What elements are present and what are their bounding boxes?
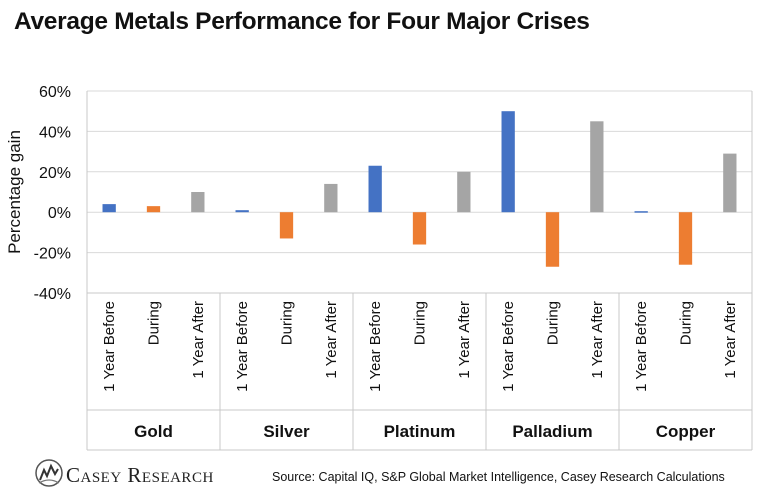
casey-research-logo-icon [35, 459, 63, 487]
source-note: Source: Capital IQ, S&P Global Market In… [272, 470, 725, 484]
category-tick-label: 1 Year Before [101, 301, 118, 392]
group-label: Copper [656, 422, 716, 441]
category-tick-label: 1 Year After [456, 301, 473, 379]
group-label: Silver [263, 422, 310, 441]
category-tick-label: During [545, 301, 562, 345]
bar-chart: -40% -20% 0% 20% 40% 60% Percentage gain 1 Year… [5, 84, 753, 451]
group-label: Platinum [384, 422, 456, 441]
category-tick-label: During [146, 301, 163, 345]
group-label: Gold [134, 422, 173, 441]
category-tick-label: During [279, 301, 296, 345]
y-axis-title: Percentage gain [5, 130, 24, 254]
y-tick-label: -40% [34, 286, 71, 303]
category-tick-label: 1 Year Before [367, 301, 384, 392]
category-tick-label: 1 Year After [323, 301, 340, 379]
bar-platinum-1 [412, 212, 427, 245]
y-tick-label: 60% [39, 84, 71, 101]
bar-silver-1 [279, 212, 294, 239]
category-tick-label: 1 Year After [589, 301, 606, 379]
bar-gold-1 [146, 206, 161, 213]
category-tick-label: 1 Year Before [234, 301, 251, 392]
bar-gold-2 [191, 192, 205, 213]
category-tick-label: During [678, 301, 695, 345]
category-tick-label: 1 Year Before [500, 301, 517, 392]
y-tick-label: 20% [39, 165, 71, 182]
group-label: Palladium [512, 422, 592, 441]
bar-palladium-1 [545, 212, 560, 267]
y-tick-label: 0% [48, 205, 71, 222]
y-tick-label: -20% [34, 246, 71, 263]
bar-palladium-2 [590, 121, 604, 213]
logo-text: Casey Research [66, 463, 214, 487]
category-tick-label: During [412, 301, 429, 345]
bar-platinum-0 [368, 165, 382, 213]
bar-palladium-0 [501, 111, 515, 213]
bar-silver-0 [235, 210, 249, 213]
category-tick-label: 1 Year After [190, 301, 207, 379]
bar-gold-0 [102, 204, 116, 213]
bar-copper-2 [723, 153, 737, 213]
bar-copper-0 [634, 211, 648, 213]
category-tick-label: 1 Year After [722, 301, 739, 379]
bar-silver-2 [324, 183, 338, 213]
chart-title: Average Metals Performance for Four Majo… [14, 8, 590, 35]
category-tick-label: 1 Year Before [633, 301, 650, 392]
y-tick-label: 40% [39, 124, 71, 141]
bar-copper-1 [678, 212, 693, 265]
bar-platinum-2 [457, 171, 471, 213]
